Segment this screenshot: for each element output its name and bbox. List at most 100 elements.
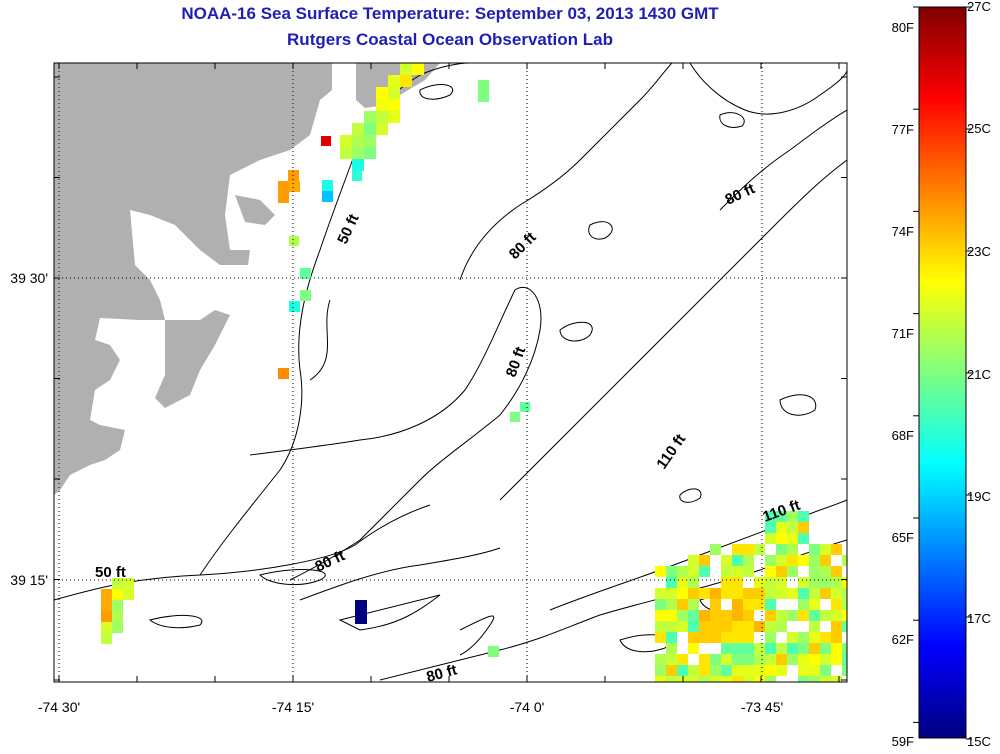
sst-pixel <box>699 632 710 643</box>
sst-pixel <box>699 588 710 599</box>
colorbar-f-label: 74F <box>892 224 914 239</box>
sst-pixel <box>798 577 809 588</box>
sst-pixel <box>776 522 787 533</box>
sst-pixel <box>732 610 743 621</box>
sst-pixel <box>820 665 831 676</box>
sst-pixel <box>710 621 721 632</box>
sst-pixel <box>831 632 842 643</box>
sst-pixel <box>743 632 754 643</box>
colorbar-f-label: 62F <box>892 632 914 647</box>
sst-pixel <box>842 610 847 621</box>
sst-pixel <box>743 599 754 610</box>
sst-pixel <box>732 643 743 654</box>
sst-pixel <box>798 654 809 665</box>
sst-pixel <box>710 676 721 682</box>
sst-pixel <box>765 610 776 621</box>
sst-pixel <box>787 643 798 654</box>
sst-pixel <box>776 643 787 654</box>
sst-pixel <box>743 621 754 632</box>
sst-pixel <box>655 654 666 665</box>
sst-pixel <box>677 577 688 588</box>
colorbar-c-label: 21C <box>967 367 991 382</box>
graticule <box>54 63 847 682</box>
sst-pixel <box>688 665 699 676</box>
sst-pixel <box>809 555 820 566</box>
sst-pixel <box>688 632 699 643</box>
sst-pixel <box>655 610 666 621</box>
sst-pixel <box>809 610 820 621</box>
sst-pixel <box>699 555 710 566</box>
sst-pixel <box>765 632 776 643</box>
sst-pixel <box>677 610 688 621</box>
sst-pixel <box>809 577 820 588</box>
sst-pixel <box>699 621 710 632</box>
sst-pixel <box>732 588 743 599</box>
sst-pixel <box>710 654 721 665</box>
sst-pixel <box>732 544 743 555</box>
sst-pixel <box>721 588 732 599</box>
sst-pixel <box>798 676 809 682</box>
colorbar-c-label: 15C <box>967 734 991 749</box>
sst-pixel <box>831 654 842 665</box>
contour-label: 50 ft <box>334 212 362 247</box>
sst-pixel <box>677 599 688 610</box>
sst-pixel <box>842 577 847 588</box>
sst-pixel <box>831 610 842 621</box>
sst-pixel <box>666 566 677 577</box>
colorbar-f-label: 71F <box>892 326 914 341</box>
sst-pixel <box>666 632 677 643</box>
sst-pixel <box>831 588 842 599</box>
sst-pixel <box>754 544 765 555</box>
sst-pixel <box>776 544 787 555</box>
sst-pixel <box>754 621 765 632</box>
sst-pixel <box>710 632 721 643</box>
sst-pixel <box>732 632 743 643</box>
sst-pixel <box>809 632 820 643</box>
contour-label: 80 ft <box>503 345 530 380</box>
sst-pixel <box>754 643 765 654</box>
sst-pixel <box>820 643 831 654</box>
sst-pixel <box>842 621 847 632</box>
sst-pixel <box>655 621 666 632</box>
sst-pixel <box>655 599 666 610</box>
sst-pixel <box>787 632 798 643</box>
sst-pixel <box>776 588 787 599</box>
sst-pixel <box>787 654 798 665</box>
sst-pixel <box>721 566 732 577</box>
sst-pixel <box>787 522 798 533</box>
contour-label: 50 ft <box>95 564 126 581</box>
sst-pixel <box>699 610 710 621</box>
sst-pixel <box>765 654 776 665</box>
colorbar-f-label: 80F <box>892 20 914 35</box>
axis-ticks <box>54 63 847 682</box>
sst-pixel <box>809 599 820 610</box>
sst-pixel <box>688 599 699 610</box>
sst-pixel <box>842 588 847 599</box>
sst-pixel <box>798 643 809 654</box>
sst-pixel <box>666 610 677 621</box>
x-tick-label: -74 0' <box>510 699 545 715</box>
colorbar-c-label: 27C <box>967 0 991 14</box>
sst-pixel <box>732 599 743 610</box>
sst-pixel <box>765 533 776 544</box>
contour-label: 80 ft <box>313 547 348 575</box>
map-subtitle: Rutgers Coastal Ocean Observation Lab <box>287 30 613 49</box>
sst-pixel <box>743 566 754 577</box>
x-tick-label: -73 45' <box>741 699 783 715</box>
sst-pixel <box>776 610 787 621</box>
sst-pixel <box>820 588 831 599</box>
sst-pixel <box>798 632 809 643</box>
sst-pixel <box>721 665 732 676</box>
sst-pixel <box>721 643 732 654</box>
sst-pixel <box>666 654 677 665</box>
sst-pixel <box>765 588 776 599</box>
sst-pixel <box>809 643 820 654</box>
colorbar-f-label: 77F <box>892 122 914 137</box>
sst-pixel <box>765 522 776 533</box>
sst-pixel <box>820 566 831 577</box>
sst-pixel <box>666 577 677 588</box>
sst-pixel <box>655 566 666 577</box>
sst-pixel <box>820 544 831 555</box>
sst-pixel <box>754 599 765 610</box>
